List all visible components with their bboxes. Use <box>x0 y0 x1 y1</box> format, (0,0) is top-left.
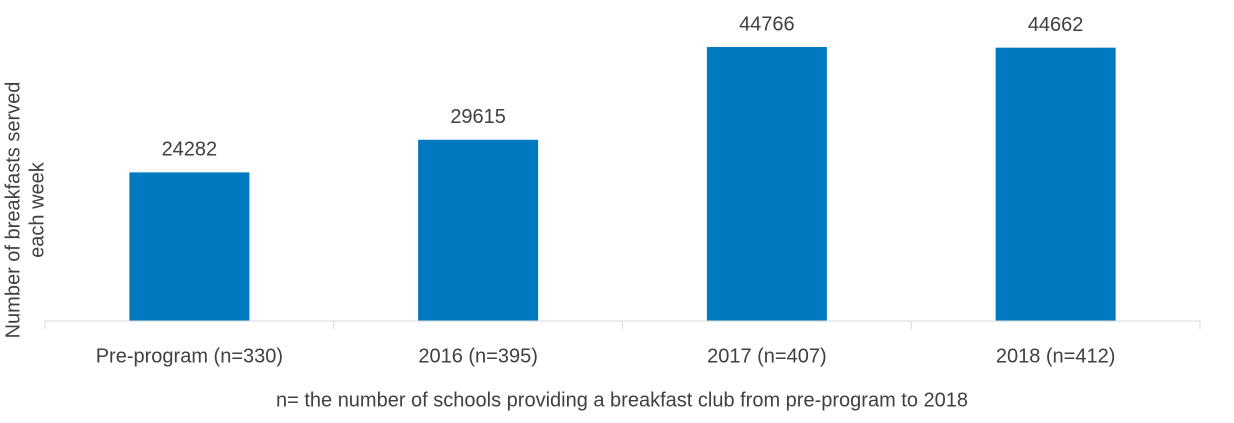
data-label: 44766 <box>739 13 795 35</box>
x-tick-label: 2016 (n=395) <box>418 345 538 367</box>
data-label: 44662 <box>1028 14 1084 36</box>
bar <box>129 172 250 321</box>
data-label: 24282 <box>162 139 218 161</box>
bar <box>418 139 539 321</box>
data-label: 29615 <box>450 106 506 128</box>
x-tick-label: Pre-program (n=330) <box>96 345 283 367</box>
x-axis-label: n= the number of schools providing a bre… <box>276 389 968 411</box>
x-tick-label: 2017 (n=407) <box>707 345 827 367</box>
y-axis-label: Number of breakfasts served <box>2 82 24 339</box>
y-axis-label: each week <box>26 161 48 258</box>
x-tick-label: 2018 (n=412) <box>996 345 1116 367</box>
bar <box>706 47 827 322</box>
bar <box>995 47 1116 322</box>
